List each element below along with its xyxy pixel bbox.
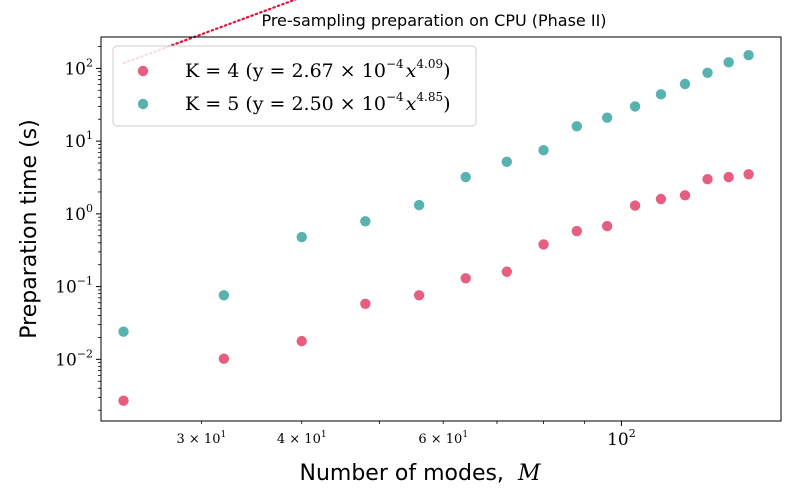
data-point-series-1 <box>538 239 549 250</box>
chart-title: Pre-sampling preparation on CPU (Phase I… <box>261 11 606 30</box>
legend-label-main: K = 4 (y = 2.67 × 10 <box>185 60 386 82</box>
y-tick-label: 102 <box>64 56 93 79</box>
data-point-series-1 <box>501 266 513 277</box>
data-point-series-1 <box>723 171 734 183</box>
x-tick-label-mantissa: 3 × 10 <box>177 432 221 447</box>
legend-label-close: ) <box>443 93 450 115</box>
legend-label-close: ) <box>443 60 450 82</box>
legend-label-exponent: −4 <box>386 57 404 71</box>
y-tick-label-base: 10 <box>64 205 86 225</box>
y-tick-label-base: 10 <box>55 278 77 298</box>
data-point-series-2 <box>360 216 371 227</box>
legend-label-variable: x <box>406 93 417 115</box>
data-point-series-2 <box>538 145 549 156</box>
data-point-series-2 <box>702 67 713 78</box>
data-point-series-2 <box>460 171 471 183</box>
data-point-series-2 <box>679 78 691 90</box>
legend-label-power: 4.85 <box>416 90 443 104</box>
data-point-series-1 <box>702 173 713 185</box>
y-tick-label-exponent: 1 <box>86 129 93 142</box>
data-point-series-2 <box>501 156 513 167</box>
data-points <box>118 49 754 406</box>
legend-label-main: K = 5 (y = 2.50 × 10 <box>185 93 386 115</box>
plot-frame <box>100 36 782 422</box>
x-tick-label: 6 × 101 <box>418 430 468 447</box>
x-tick-label: 3 × 101 <box>177 430 227 447</box>
x-tick-label-exponent: 1 <box>462 430 468 440</box>
y-tick-label-exponent: −1 <box>77 275 93 288</box>
data-point-series-1 <box>743 169 754 180</box>
legend-label-power: 4.09 <box>416 57 443 71</box>
data-point-series-2 <box>723 57 734 68</box>
data-point-series-1 <box>655 193 667 205</box>
x-axis-label: Number of modes, M <box>300 461 541 486</box>
data-point-series-2 <box>629 101 641 112</box>
legend-label-variable: x <box>406 60 417 82</box>
x-axis-label-variable: M <box>517 461 541 486</box>
data-point-series-2 <box>413 199 425 211</box>
x-tick-label-mantissa: 4 × 10 <box>277 432 321 447</box>
x-tick-label-exponent: 1 <box>220 430 226 440</box>
legend-marker-series-1 <box>137 65 149 77</box>
y-tick-label: 101 <box>64 129 93 152</box>
x-tick-label: 102 <box>607 427 636 450</box>
y-tick-label-base: 10 <box>64 59 86 79</box>
data-point-series-1 <box>413 290 425 301</box>
data-point-series-2 <box>743 49 754 61</box>
x-tick-label-exponent: 1 <box>321 430 327 440</box>
legend-label-series-2: K = 5 (y = 2.50 × 10−4 x4.85) <box>185 90 451 115</box>
legend-label-exponent: −4 <box>386 90 404 104</box>
y-tick-label-exponent: 0 <box>86 202 93 215</box>
data-point-series-1 <box>118 395 129 406</box>
x-tick-label-mantissa: 6 × 10 <box>418 432 462 447</box>
data-point-series-2 <box>601 112 613 123</box>
data-point-series-2 <box>296 231 307 243</box>
x-tick-label: 4 × 101 <box>277 430 327 447</box>
y-tick-label-exponent: 2 <box>86 56 93 69</box>
y-tick-label: 10−2 <box>55 347 93 370</box>
legend-marker-series-2 <box>137 98 149 110</box>
data-point-series-1 <box>601 220 613 232</box>
data-point-series-1 <box>296 335 307 347</box>
legend: K = 4 (y = 2.67 × 10−4 x4.09)K = 5 (y = 2… <box>112 45 477 127</box>
legend-label-series-1: K = 4 (y = 2.67 × 10−4 x4.09) <box>185 57 451 82</box>
y-tick-label-exponent: −2 <box>77 347 93 360</box>
legend-box <box>112 45 477 127</box>
data-point-series-2 <box>218 290 230 301</box>
y-tick-label: 10−1 <box>55 275 93 298</box>
data-point-series-1 <box>571 225 583 237</box>
data-point-series-1 <box>629 200 641 211</box>
x-axis-label-text: Number of modes, <box>300 461 504 486</box>
y-tick-label: 100 <box>64 202 93 225</box>
data-point-series-2 <box>118 326 129 337</box>
y-axis-label: Preparation time (s) <box>17 119 42 338</box>
data-point-series-1 <box>360 298 371 310</box>
y-tick-label-base: 10 <box>55 350 77 370</box>
data-point-series-2 <box>571 121 583 132</box>
data-point-series-2 <box>655 89 667 100</box>
y-tick-label-base: 10 <box>64 132 86 152</box>
data-point-series-1 <box>460 273 471 284</box>
data-point-series-1 <box>218 353 230 364</box>
data-point-series-1 <box>679 190 691 201</box>
x-tick-label-exponent: 2 <box>629 427 636 440</box>
x-tick-label-mantissa: 10 <box>607 430 629 450</box>
